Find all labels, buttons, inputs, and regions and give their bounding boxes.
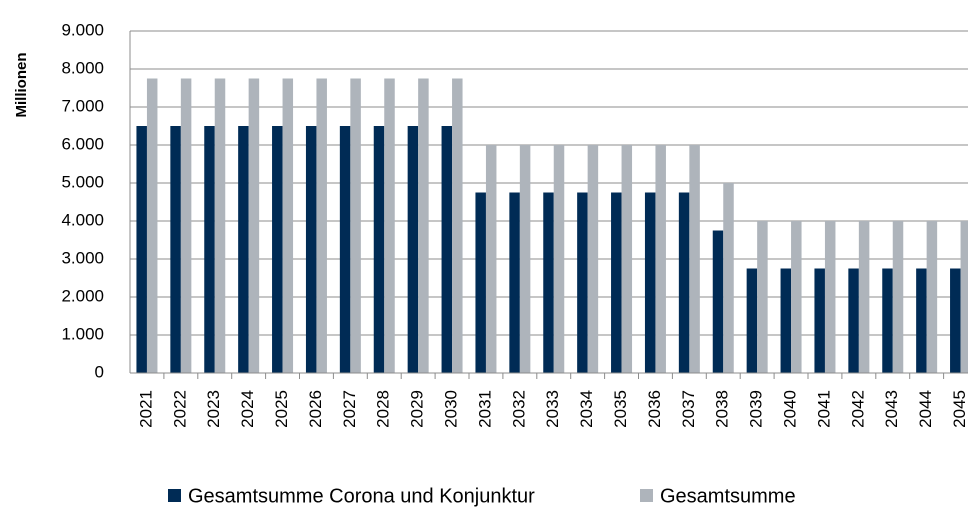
x-tick-label: 2028 <box>374 390 393 428</box>
bar <box>441 126 453 373</box>
bar <box>475 192 486 373</box>
bar <box>509 192 520 373</box>
bar <box>791 221 802 373</box>
x-tick-label: 2026 <box>306 390 325 428</box>
bar <box>858 221 870 373</box>
x-tick-label: 2029 <box>408 390 427 428</box>
bar <box>180 78 192 373</box>
bar <box>689 145 700 373</box>
bar <box>780 268 792 373</box>
x-tick-label: 2023 <box>204 390 223 428</box>
x-tick-label: 2034 <box>577 390 596 428</box>
bar <box>678 192 690 373</box>
bar <box>418 78 429 373</box>
bar <box>384 78 395 373</box>
bar <box>712 230 724 373</box>
y-tick-label: 6.000 <box>61 134 104 153</box>
bar <box>238 126 249 373</box>
bar <box>950 268 961 373</box>
x-tick-label: 2025 <box>272 390 291 428</box>
x-tick-label: 2035 <box>611 390 630 428</box>
bar <box>146 78 158 373</box>
bar <box>892 221 904 373</box>
x-tick-label: 2043 <box>882 390 901 428</box>
bar <box>960 221 968 373</box>
x-tick-label: 2039 <box>747 390 766 428</box>
x-tick-label: 2041 <box>814 390 833 428</box>
bar <box>452 78 463 373</box>
x-tick-label: 2021 <box>136 390 155 428</box>
y-tick-label: 1.000 <box>61 324 104 343</box>
y-tick-label: 7.000 <box>61 96 104 115</box>
y-tick-label: 0 <box>95 362 104 381</box>
bar <box>655 145 666 373</box>
x-tick-label: 2022 <box>170 390 189 428</box>
bar <box>282 78 294 373</box>
bar <box>136 126 147 373</box>
x-tick-label: 2045 <box>950 390 968 428</box>
bar <box>824 221 836 373</box>
legend-label: Gesamtsumme <box>660 485 796 507</box>
bar <box>316 78 327 373</box>
y-tick-label: 5.000 <box>61 172 104 191</box>
bar <box>916 268 927 373</box>
y-tick-label: 3.000 <box>61 248 104 267</box>
bar <box>814 268 825 373</box>
bar <box>373 126 385 373</box>
bar <box>757 221 768 373</box>
y-tick-label: 2.000 <box>61 286 104 305</box>
x-tick-label: 2036 <box>645 390 664 428</box>
bar <box>848 268 859 373</box>
legend-swatch <box>168 489 181 502</box>
y-axis-label: Millionen <box>13 53 30 118</box>
x-tick-label: 2027 <box>340 390 359 428</box>
bar <box>723 183 734 373</box>
bar <box>339 126 351 373</box>
bar <box>926 221 938 373</box>
bar <box>577 192 588 373</box>
legend-label: Gesamtsumme Corona und Konjunktur <box>188 485 535 507</box>
bar <box>305 126 317 373</box>
x-tick-label: 2040 <box>781 390 800 428</box>
y-tick-label: 9.000 <box>61 20 104 39</box>
bar <box>170 126 181 373</box>
bar <box>587 145 599 373</box>
bar <box>543 192 554 373</box>
bar <box>746 268 758 373</box>
bar <box>272 126 283 373</box>
x-tick-label: 2032 <box>509 390 528 428</box>
x-tick-label: 2037 <box>679 390 698 428</box>
bar <box>350 78 361 373</box>
x-tick-label: 2030 <box>442 390 461 428</box>
bar <box>882 268 893 373</box>
bar <box>204 126 215 373</box>
bar <box>407 126 419 373</box>
x-tick-label: 2024 <box>238 390 257 428</box>
legend-swatch <box>640 489 653 502</box>
bar <box>248 78 260 373</box>
bar <box>553 145 565 373</box>
bar <box>485 145 497 373</box>
x-tick-label: 2038 <box>713 390 732 428</box>
x-tick-label: 2031 <box>475 390 494 428</box>
x-tick-label: 2042 <box>848 390 867 428</box>
bar <box>519 145 531 373</box>
bar <box>621 145 633 373</box>
bar <box>214 78 226 373</box>
y-tick-label: 8.000 <box>61 58 104 77</box>
y-tick-label: 4.000 <box>61 210 104 229</box>
x-tick-label: 2033 <box>543 390 562 428</box>
x-tick-label: 2044 <box>916 390 935 428</box>
bar <box>644 192 656 373</box>
bar <box>611 192 622 373</box>
